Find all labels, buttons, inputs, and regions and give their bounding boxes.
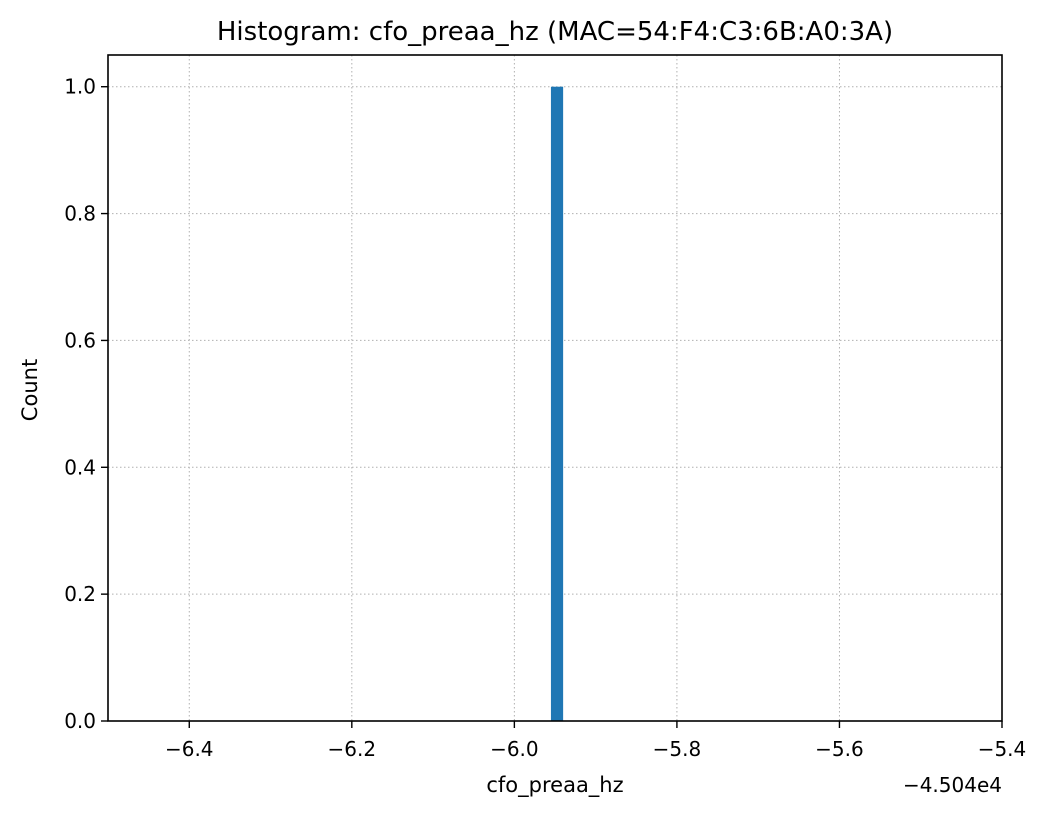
x-tick-label: −5.4 <box>978 737 1027 761</box>
y-tick-label: 0.0 <box>64 709 96 733</box>
y-tick-label: 0.6 <box>64 328 96 352</box>
x-tick-label: −6.2 <box>328 737 377 761</box>
x-axis-ticks: −6.4 −6.2 −6.0 −5.8 −5.6 −5.4 <box>165 721 1026 761</box>
histogram-bar <box>550 86 564 721</box>
plot-frame <box>107 54 1003 722</box>
chart-title: Histogram: cfo_preaa_hz (MAC=54:F4:C3:6B… <box>217 17 893 47</box>
bars <box>550 86 564 721</box>
x-axis-label: cfo_preaa_hz <box>486 773 623 798</box>
x-tick-label: −5.8 <box>653 737 702 761</box>
x-axis-offset-label: −4.504e4 <box>903 773 1002 797</box>
y-axis-ticks: 0.0 0.2 0.4 0.6 0.8 1.0 <box>64 75 108 733</box>
y-tick-label: 0.8 <box>64 202 96 226</box>
y-tick-label: 0.4 <box>64 455 96 479</box>
y-axis-label: Count <box>18 359 42 421</box>
x-tick-label: −6.4 <box>165 737 214 761</box>
x-tick-label: −6.0 <box>490 737 539 761</box>
x-tick-label: −5.6 <box>815 737 864 761</box>
y-tick-label: 1.0 <box>64 75 96 99</box>
y-tick-label: 0.2 <box>64 582 96 606</box>
